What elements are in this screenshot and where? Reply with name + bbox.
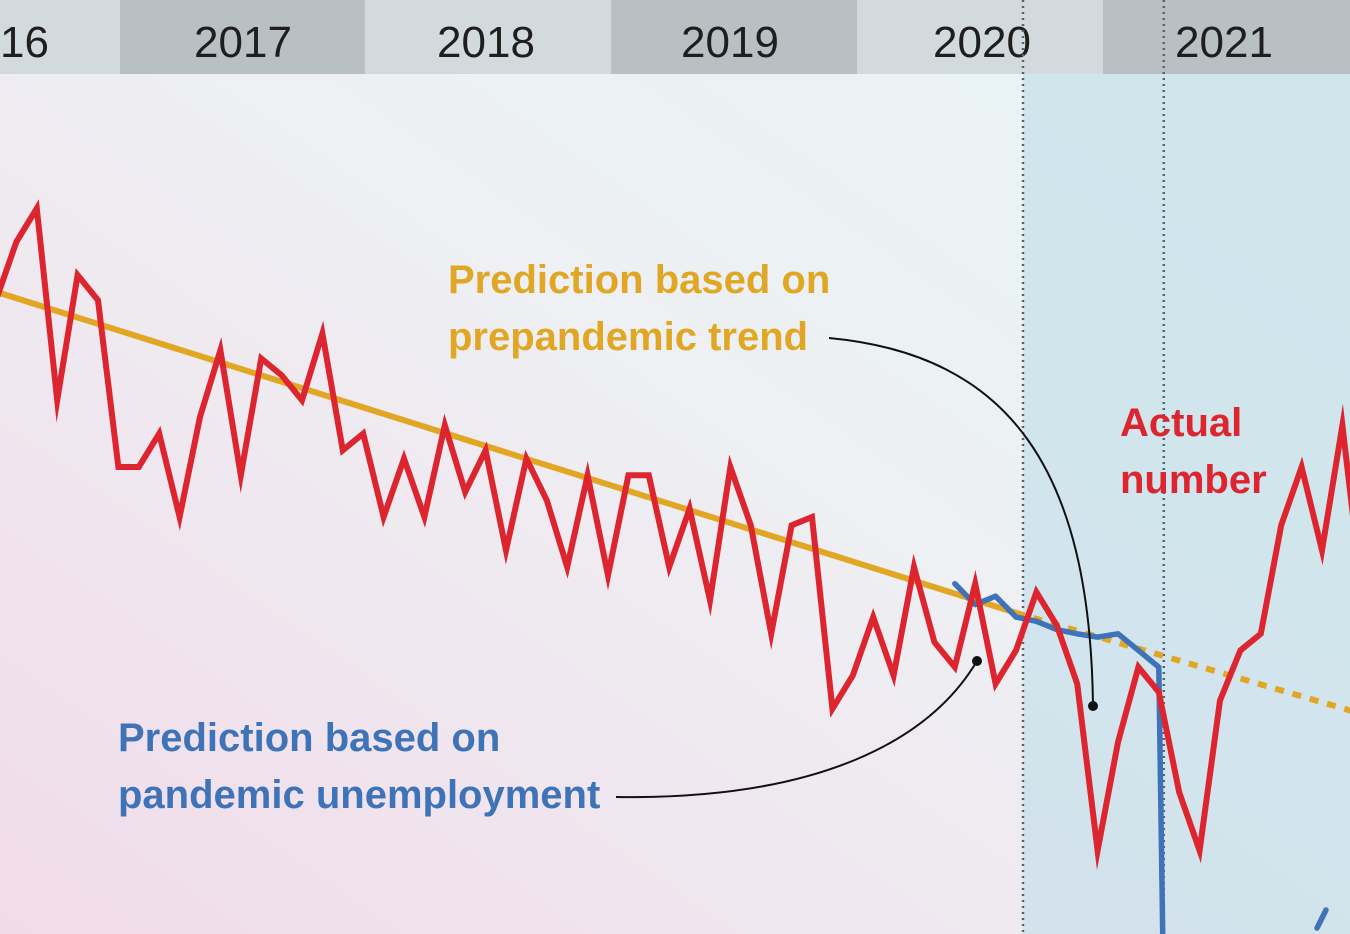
year-band-bg [120,0,365,74]
annotation-prepandemic-line2: prepandemic trend [448,315,808,359]
year-band-bg [0,0,120,74]
annotation-actual-line1: Actual [1120,401,1242,445]
year-label: 2019 [681,18,779,67]
year-label: 2020 [933,18,1031,67]
year-label: 2018 [437,18,535,67]
leader-prepandemic [828,337,1094,706]
pandemic-unemployment-line [952,580,1166,934]
year-label: 16 [0,18,49,67]
annotation-pandemic-line1: Prediction based on [118,716,500,760]
pandemic-shade [1023,74,1350,934]
annotation-prepandemic-line1: Prediction based on [448,258,830,302]
annotation-actual-line2: number [1120,458,1267,502]
leader-pandemic-dot [972,656,982,666]
year-band-bg [365,0,611,74]
annotation-pandemic-line2: pandemic unemployment [118,773,600,817]
year-label: 2017 [194,18,292,67]
year-band-bg [1103,0,1350,74]
year-label: 2021 [1175,18,1273,67]
year-band-bg [857,0,1103,74]
leader-pandemic [615,660,978,799]
blue-continuation [1314,907,1329,931]
leader-prepandemic-dot [1088,701,1098,711]
prepandemic-trend-line [0,289,1017,616]
year-header: 16 2017 2018 2019 2020 2021 [0,0,1350,74]
actual-number-line [0,199,1350,871]
year-band-bg [611,0,857,74]
